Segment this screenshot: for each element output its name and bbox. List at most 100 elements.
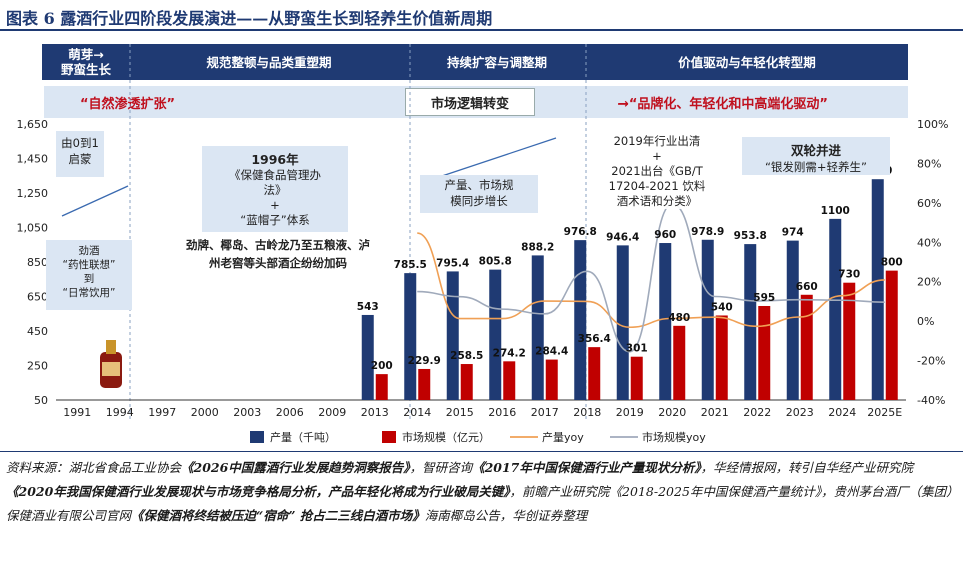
legend-label: 产量（千吨） bbox=[270, 430, 336, 444]
data-label-market: 274.2 bbox=[493, 347, 526, 359]
data-label-market: 258.5 bbox=[450, 350, 483, 362]
data-label-production: 946.4 bbox=[606, 231, 639, 243]
note-1996-title: 1996年 bbox=[251, 152, 299, 167]
note-sync: 产量、市场规 模同步增长 bbox=[420, 175, 538, 213]
bar-market bbox=[715, 315, 728, 400]
data-label-market: 595 bbox=[753, 292, 775, 304]
legend-swatch bbox=[250, 431, 264, 443]
data-label-market: 480 bbox=[668, 312, 690, 324]
phase-1: 萌芽→ 野蛮生长 bbox=[44, 46, 128, 78]
title-divider bbox=[0, 29, 963, 31]
line-market-yoy bbox=[417, 203, 885, 353]
x-tick-label: 2018 bbox=[573, 406, 601, 419]
legend-label: 市场规模yoy bbox=[642, 430, 706, 444]
bar-market bbox=[630, 356, 643, 400]
x-tick-label: 1991 bbox=[63, 406, 91, 419]
data-label-market: 660 bbox=[796, 281, 818, 293]
y-right-tick-label: 100% bbox=[917, 118, 948, 131]
legend-swatch bbox=[382, 431, 396, 443]
figure-title: 图表 6 露酒行业四阶段发展演进——从野蛮生长到轻养生价值新周期 bbox=[6, 9, 493, 28]
data-label-production: 974 bbox=[782, 227, 804, 239]
data-label-production: 785.5 bbox=[394, 259, 427, 271]
note-dual-body: “银发刚需+轻养生” bbox=[764, 160, 868, 174]
bar-market bbox=[545, 359, 558, 400]
x-tick-label: 2009 bbox=[318, 406, 346, 419]
source-note: 资料来源：湖北省食品工业协会《2026中国露酒行业发展趋势洞察报告》，智研咨询《… bbox=[6, 456, 958, 528]
bar-production bbox=[574, 240, 587, 400]
source-divider bbox=[0, 451, 963, 452]
x-tick-label: 2020 bbox=[658, 406, 686, 419]
source-bold-4: 《保健酒将终结被压迫“宿命” 抢占二三线白酒市场》 bbox=[131, 508, 425, 523]
y-left-tick-label: 1,250 bbox=[17, 187, 49, 200]
y-left-tick-label: 250 bbox=[27, 360, 48, 373]
y-left-tick-label: 1,650 bbox=[17, 118, 49, 131]
data-label-production: 976.8 bbox=[564, 226, 597, 238]
note-dual: 双轮并进 “银发刚需+轻养生” bbox=[742, 137, 890, 175]
data-label-market: 540 bbox=[711, 301, 733, 313]
data-label-market: 800 bbox=[881, 257, 903, 269]
arrow-origin bbox=[61, 185, 129, 217]
source-text-1: 资料来源：湖北省食品工业协会 bbox=[6, 460, 182, 475]
note-origin: 由0到1 启蒙 bbox=[56, 131, 104, 177]
data-label-production: 805.8 bbox=[479, 256, 512, 268]
bar-market bbox=[758, 305, 771, 400]
bar-market bbox=[375, 374, 388, 400]
bar-production bbox=[446, 271, 459, 400]
x-tick-label: 2013 bbox=[361, 406, 389, 419]
legend-label: 产量yoy bbox=[542, 430, 584, 444]
x-tick-label: 2016 bbox=[488, 406, 516, 419]
x-tick-label: 2006 bbox=[276, 406, 304, 419]
bar-production bbox=[489, 269, 502, 400]
phase-2: 规范整顿与品类重塑期 bbox=[130, 46, 408, 78]
x-tick-label: 2021 bbox=[701, 406, 729, 419]
bar-production bbox=[701, 239, 714, 400]
bar-market bbox=[460, 364, 473, 400]
y-right-tick-label: 20% bbox=[917, 276, 941, 289]
phase-3: 持续扩容与调整期 bbox=[410, 46, 584, 78]
x-tick-label: 2017 bbox=[531, 406, 559, 419]
phase-4: 价值驱动与年轻化转型期 bbox=[586, 46, 908, 78]
note-1996: 1996年 《保健食品管理办 法》 + “蓝帽子”体系 bbox=[202, 146, 348, 232]
bar-production bbox=[871, 179, 884, 400]
bar-production bbox=[404, 273, 417, 400]
data-label-production: 978.9 bbox=[691, 226, 724, 238]
data-label-production: 953.8 bbox=[734, 230, 767, 242]
x-tick-label: 1997 bbox=[148, 406, 176, 419]
y-left-tick-label: 650 bbox=[27, 291, 48, 304]
bar-market bbox=[843, 282, 856, 400]
y-right-tick-label: 60% bbox=[917, 197, 941, 210]
bar-production bbox=[786, 240, 799, 400]
y-left-tick-label: 1,450 bbox=[17, 153, 49, 166]
bar-market bbox=[588, 347, 601, 400]
bar-production bbox=[744, 244, 757, 400]
x-tick-label: 2025E bbox=[867, 406, 902, 419]
data-label-market: 284.4 bbox=[535, 346, 568, 358]
data-label-market: 356.4 bbox=[578, 333, 611, 345]
data-label-production: 543 bbox=[357, 301, 379, 313]
bar-production bbox=[829, 218, 842, 400]
note-dual-title: 双轮并进 bbox=[790, 143, 841, 158]
data-label-production: 795.4 bbox=[436, 257, 469, 269]
bar-market bbox=[503, 361, 516, 400]
source-text-5: 海南椰岛公告，华创证券整理 bbox=[424, 508, 588, 523]
x-tick-label: 2003 bbox=[233, 406, 261, 419]
y-left-tick-label: 850 bbox=[27, 256, 48, 269]
arrow-sync bbox=[429, 137, 557, 181]
y-left-tick-label: 450 bbox=[27, 325, 48, 338]
data-label-production: 888.2 bbox=[521, 241, 554, 253]
x-tick-label: 2014 bbox=[403, 406, 431, 419]
band-center-box: 市场逻辑转变 bbox=[405, 88, 535, 116]
data-label-market: 730 bbox=[838, 269, 860, 281]
x-tick-label: 2019 bbox=[616, 406, 644, 419]
x-tick-label: 2000 bbox=[191, 406, 219, 419]
source-text-2: ，智研咨询 bbox=[409, 460, 473, 475]
bar-market bbox=[418, 368, 431, 400]
y-right-tick-label: -20% bbox=[917, 355, 945, 368]
source-text-3: ，华经情报网，转引自华经产业研究院 bbox=[700, 460, 914, 475]
bar-production bbox=[659, 243, 672, 400]
data-label-production: 960 bbox=[654, 229, 676, 241]
source-bold-3: 《2020年我国保健酒行业发展现状与市场竞争格局分析，产品年轻化将成为行业破局关… bbox=[6, 484, 510, 499]
x-tick-label: 2023 bbox=[786, 406, 814, 419]
x-tick-label: 1994 bbox=[106, 406, 134, 419]
x-tick-label: 2024 bbox=[828, 406, 856, 419]
